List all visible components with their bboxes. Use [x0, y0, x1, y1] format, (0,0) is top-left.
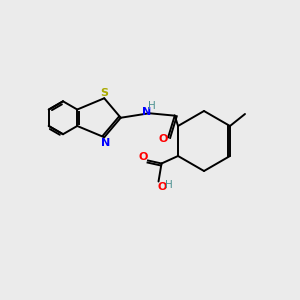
Text: O: O: [139, 152, 148, 163]
Text: N: N: [142, 107, 152, 117]
Text: O: O: [159, 134, 168, 144]
Text: H: H: [164, 179, 172, 190]
Text: H: H: [148, 101, 156, 111]
Text: N: N: [101, 138, 110, 148]
Text: O: O: [158, 182, 167, 192]
Text: S: S: [100, 88, 108, 98]
